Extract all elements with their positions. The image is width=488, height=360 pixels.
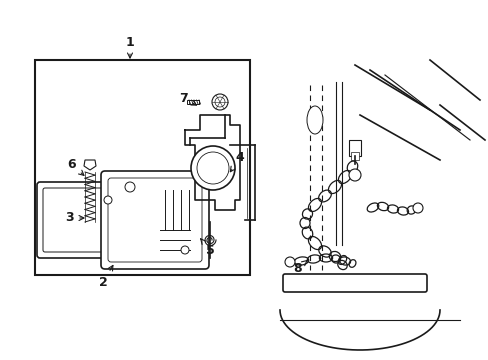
- Ellipse shape: [306, 106, 323, 134]
- Polygon shape: [84, 160, 96, 170]
- Text: 5: 5: [200, 239, 214, 256]
- Bar: [348, 140, 360, 156]
- Circle shape: [125, 182, 135, 192]
- Circle shape: [212, 94, 227, 110]
- Bar: [350, 152, 358, 160]
- Text: 4: 4: [230, 152, 244, 172]
- Bar: [186, 100, 199, 104]
- Circle shape: [197, 152, 228, 184]
- Circle shape: [348, 169, 360, 181]
- Text: 8: 8: [293, 260, 306, 274]
- Circle shape: [104, 196, 112, 204]
- Text: 3: 3: [65, 211, 84, 225]
- Text: 1: 1: [125, 36, 134, 58]
- FancyBboxPatch shape: [37, 182, 123, 258]
- Text: 2: 2: [99, 265, 113, 288]
- Circle shape: [215, 97, 224, 107]
- FancyBboxPatch shape: [43, 188, 117, 252]
- Circle shape: [412, 203, 422, 213]
- FancyBboxPatch shape: [283, 274, 426, 292]
- Text: 6: 6: [67, 158, 84, 175]
- FancyBboxPatch shape: [101, 171, 208, 269]
- Circle shape: [181, 246, 189, 254]
- FancyBboxPatch shape: [108, 178, 202, 262]
- Bar: [35, 60, 249, 275]
- Circle shape: [191, 146, 235, 190]
- Text: 7: 7: [178, 91, 196, 105]
- Circle shape: [285, 257, 294, 267]
